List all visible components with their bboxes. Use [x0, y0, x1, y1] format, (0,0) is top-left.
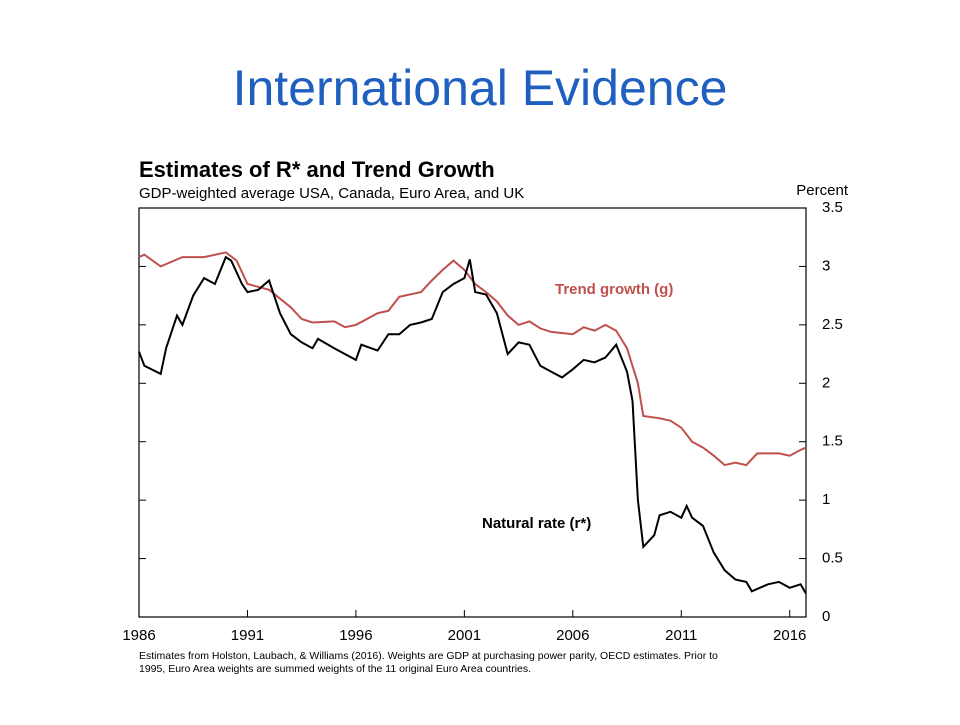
y-tick-label: 0.5 — [822, 550, 843, 567]
annotation: Trend growth (g) — [555, 281, 673, 298]
y-tick-label: 2.5 — [822, 316, 843, 333]
x-tick-label: 2011 — [665, 627, 697, 644]
x-tick-label: 1996 — [339, 627, 372, 644]
y-tick-label: 2 — [822, 374, 830, 391]
y-tick-label: 0 — [822, 608, 830, 625]
y-tick-label: 3 — [822, 257, 830, 274]
y-axis-label: Percent — [796, 182, 849, 199]
y-tick-label: 1.5 — [822, 433, 843, 450]
plot-frame — [138, 207, 807, 618]
chart-subtitle: GDP-weighted average USA, Canada, Euro A… — [139, 185, 524, 202]
x-tick-label: 2001 — [448, 627, 481, 644]
x-tick-label: 1991 — [231, 627, 264, 644]
series-line — [138, 255, 807, 595]
slide-title: International Evidence — [233, 60, 728, 116]
note: 1995, Euro Area weights are summed weigh… — [139, 663, 531, 675]
series-line — [138, 251, 807, 467]
x-tick-label: 2006 — [556, 627, 589, 644]
annotation: Natural rate (r*) — [482, 515, 591, 532]
y-tick-label: 1 — [822, 491, 830, 508]
chart-title: Estimates of R* and Trend Growth — [139, 157, 495, 182]
x-tick-label: 1986 — [122, 627, 155, 644]
x-tick-label: 2016 — [773, 627, 806, 644]
note: Estimates from Holston, Laubach, & Willi… — [139, 650, 718, 662]
y-tick-label: 3.5 — [822, 199, 843, 216]
